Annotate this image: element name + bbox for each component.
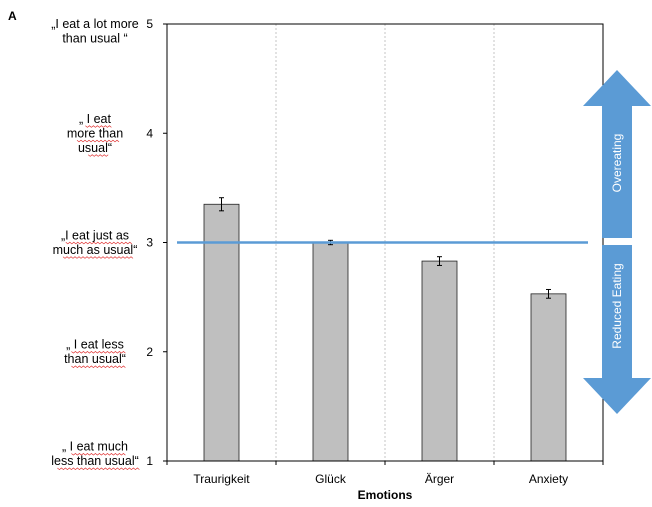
x-tick-label: Anxiety [529, 472, 568, 486]
x-axis-ticks: Traurigkeit Glück Ärger Anxiety [166, 461, 604, 486]
y-descriptor-line: „I eat a lot more [51, 17, 139, 31]
direction-arrows: Overeating Reduced Eating [583, 70, 651, 414]
bar [203, 203, 240, 462]
y-descriptor-line: usual“ [78, 141, 112, 155]
y-descriptor-line: than usual“ [64, 352, 126, 366]
y-descriptor-line: much as usual“ [53, 243, 138, 257]
y-descriptor-line: „ I eat [79, 112, 111, 126]
error-bar [437, 256, 442, 266]
y-descriptor-line: „ I eat much [62, 440, 128, 454]
error-bar [219, 197, 224, 212]
x-tick-label: Glück [315, 472, 347, 486]
y-tick-label: 5 [146, 17, 153, 31]
bars [203, 197, 567, 462]
y-tick-label: 3 [146, 236, 153, 250]
bar [530, 293, 567, 462]
y-tick-label: 4 [146, 126, 153, 140]
y-descriptor-line: „ I eat less [66, 338, 124, 352]
reduced-eating-label: Reduced Eating [610, 263, 624, 348]
y-descriptor-line: less than usual“ [51, 454, 139, 468]
overeating-label: Overeating [610, 134, 624, 193]
y-tick-label: 1 [146, 454, 153, 468]
bar [312, 242, 349, 462]
reduced-eating-arrow [583, 245, 651, 414]
grid-lines [275, 24, 495, 461]
x-axis-label: Emotions [358, 488, 413, 502]
overeating-arrow [583, 70, 651, 238]
y-descriptor-line: than usual “ [62, 32, 127, 46]
x-tick-label: Ärger [425, 472, 454, 486]
y-descriptor-line: more than [67, 126, 123, 140]
error-bar [546, 288, 551, 299]
y-tick-label: 2 [146, 345, 153, 359]
y-descriptor-line: „I eat just as [61, 228, 129, 242]
y-axis-ticks: 1 2 3 4 5 [146, 17, 167, 468]
x-tick-label: Traurigkeit [193, 472, 250, 486]
bar [421, 260, 458, 462]
panel-label: A [8, 9, 17, 23]
